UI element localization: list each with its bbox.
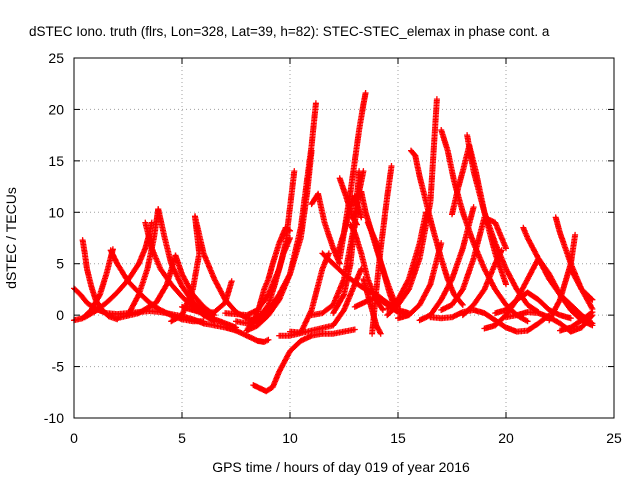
x-tick-label: 25 <box>606 430 622 446</box>
x-tick-label: 15 <box>390 430 406 446</box>
y-tick-label: 10 <box>48 204 64 220</box>
data-marker-trace <box>408 147 466 308</box>
data-marker-trace <box>250 326 358 395</box>
x-tick-label: 5 <box>178 430 186 446</box>
data-marker-trace <box>200 320 272 345</box>
data-arc <box>438 214 509 313</box>
y-tick-label: 25 <box>48 50 64 66</box>
y-tick-label: 0 <box>56 307 64 323</box>
data-arc <box>334 192 365 257</box>
data-marker-trace <box>438 214 509 313</box>
data-arc <box>179 278 235 317</box>
data-marker-trace <box>492 289 574 322</box>
data-marker-trace <box>384 209 430 312</box>
data-marker-trace <box>254 147 315 327</box>
data-arc <box>243 100 319 334</box>
y-tick-label: 15 <box>48 153 64 169</box>
y-axis-label: dSTEC / TECUs <box>3 187 19 289</box>
data-marker-trace <box>459 247 505 319</box>
data-arc <box>459 247 505 319</box>
data-arc <box>492 289 574 322</box>
data-arc <box>287 250 332 336</box>
data-arc <box>384 209 430 312</box>
y-tick-label: 5 <box>56 256 64 272</box>
data-marker-trace <box>416 204 477 324</box>
y-tick-label: -5 <box>52 359 65 375</box>
data-marker-trace <box>334 192 365 257</box>
data-arc <box>408 147 466 308</box>
data-marker-trace <box>114 252 179 322</box>
x-tick-label: 10 <box>282 430 298 446</box>
data-arc <box>369 163 395 337</box>
chart-title: dSTEC Iono. truth (flrs, Lon=328, Lat=39… <box>29 24 550 39</box>
data-arc <box>250 326 358 395</box>
data-arc <box>308 190 343 267</box>
data-arc <box>503 309 596 335</box>
ticks: 0 5 10 15 20 25 -10 -5 0 5 10 15 20 25 <box>44 50 622 446</box>
data-marker-trace <box>243 100 319 334</box>
data-arc <box>416 204 477 324</box>
x-tick-label: 0 <box>70 430 78 446</box>
data-marker-trace <box>179 278 235 317</box>
data-marker-trace <box>567 265 596 303</box>
y-tick-label: -10 <box>44 410 64 426</box>
x-axis-label: GPS time / hours of day 019 of year 2016 <box>212 459 470 475</box>
data-arc <box>254 147 315 327</box>
grid <box>74 58 614 418</box>
plot-frame <box>73 57 615 419</box>
data-layer <box>71 90 596 395</box>
data-arc <box>114 252 179 322</box>
y-tick-label: 20 <box>48 101 64 117</box>
data-arc <box>567 265 596 303</box>
data-marker-trace <box>503 309 596 335</box>
data-arc <box>243 224 293 334</box>
data-arc <box>200 320 272 345</box>
data-marker-trace <box>308 190 343 267</box>
x-tick-label: 20 <box>498 430 514 446</box>
data-marker-trace <box>243 224 293 334</box>
data-marker-trace <box>369 163 395 337</box>
data-marker-trace <box>287 250 332 336</box>
